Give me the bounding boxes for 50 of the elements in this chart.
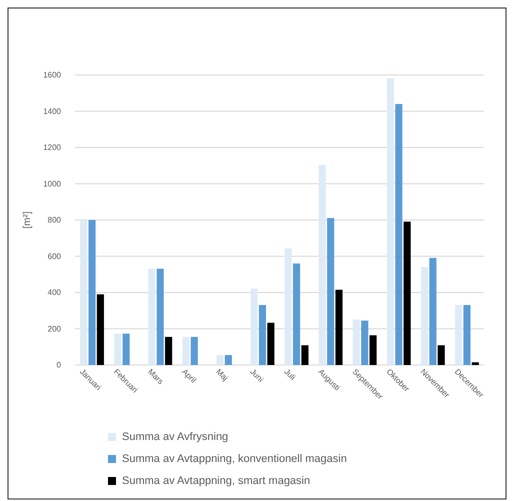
bar bbox=[292, 264, 300, 365]
bar bbox=[114, 334, 122, 365]
legend-label: Summa av Avtappning, smart magasin bbox=[122, 475, 310, 487]
x-tick-label: April bbox=[180, 367, 198, 385]
x-tick-label: Maj bbox=[214, 367, 230, 383]
bar bbox=[455, 305, 462, 365]
y-tick-label: 1000 bbox=[43, 179, 62, 188]
legend-label: Summa av Avfrysning bbox=[122, 431, 228, 443]
bar bbox=[420, 267, 428, 365]
y-tick-label: 600 bbox=[48, 252, 62, 261]
y-tick-label: 800 bbox=[48, 216, 62, 225]
bar bbox=[258, 305, 266, 365]
bar bbox=[156, 268, 164, 365]
bar bbox=[386, 78, 394, 365]
bar bbox=[182, 336, 190, 365]
bar bbox=[318, 164, 326, 365]
bar bbox=[284, 248, 292, 365]
x-tick-label: Juli bbox=[282, 367, 298, 382]
bar bbox=[224, 355, 232, 365]
bar bbox=[165, 336, 172, 365]
bar bbox=[327, 218, 334, 365]
bar bbox=[250, 288, 258, 365]
bar bbox=[122, 334, 130, 365]
bar bbox=[88, 220, 96, 365]
bar bbox=[190, 336, 198, 365]
legend-label: Summa av Avtappning, konventionell magasin bbox=[122, 453, 347, 465]
y-tick-label: 200 bbox=[48, 324, 62, 334]
x-tick-label: Juni bbox=[248, 367, 266, 384]
y-tick-label: 1200 bbox=[43, 143, 62, 152]
bar bbox=[472, 362, 479, 365]
y-tick-label: 1600 bbox=[43, 70, 62, 80]
bar bbox=[80, 220, 88, 365]
y-tick-label: 1400 bbox=[43, 106, 62, 116]
bar bbox=[463, 305, 471, 365]
bar bbox=[216, 355, 224, 365]
bar bbox=[429, 258, 436, 365]
bar bbox=[361, 320, 368, 365]
y-tick-label: 400 bbox=[48, 288, 62, 298]
bar bbox=[96, 294, 104, 365]
y-tick-label: 0 bbox=[56, 360, 62, 370]
bar bbox=[148, 268, 156, 365]
bar bbox=[335, 290, 343, 365]
bar bbox=[267, 322, 274, 365]
bar bbox=[370, 335, 377, 365]
y-axis-title: [m²] bbox=[22, 211, 33, 229]
bar bbox=[395, 104, 402, 365]
bar bbox=[438, 345, 445, 365]
bar bbox=[404, 222, 411, 365]
bar bbox=[301, 345, 308, 365]
bar bbox=[352, 320, 360, 365]
